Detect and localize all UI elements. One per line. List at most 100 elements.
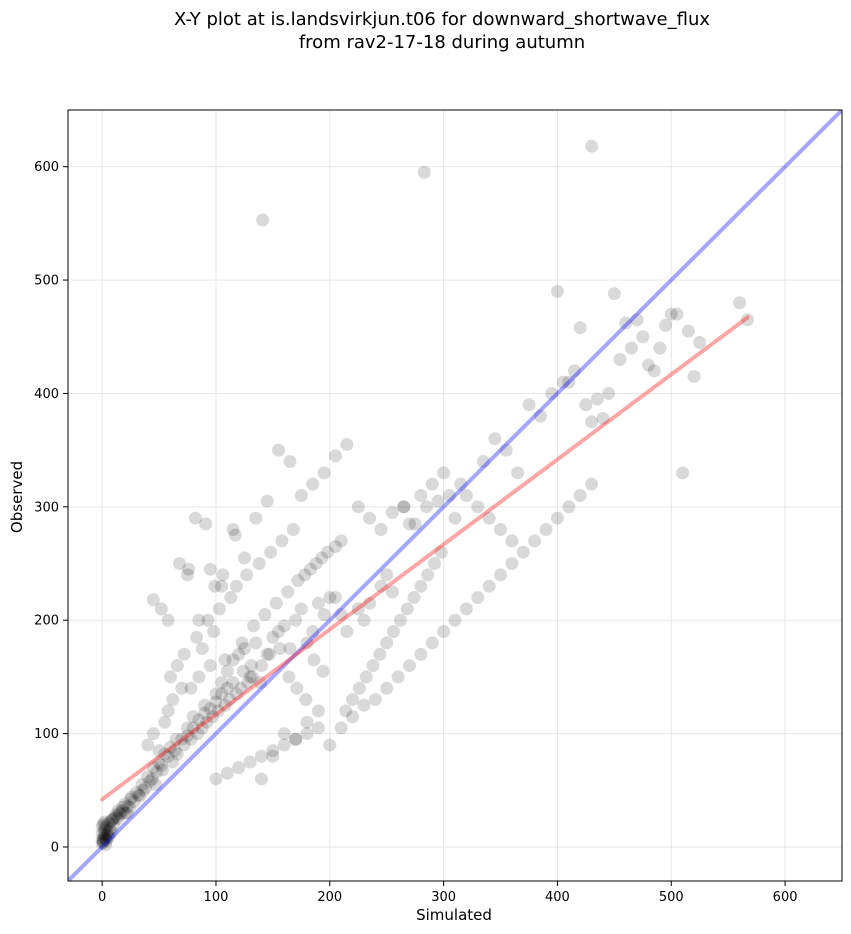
x-tick-label: 600	[773, 890, 798, 905]
scatter-point	[96, 835, 110, 849]
scatter-point	[676, 466, 690, 480]
scatter-point	[339, 704, 353, 718]
scatter-point	[505, 534, 519, 548]
scatter-point	[99, 821, 113, 835]
scatter-point	[400, 602, 414, 616]
scatter-point	[216, 568, 230, 582]
axis-ticks: 0 100 200 300 400 500 600 0 100 200 300 400 500 600	[34, 160, 797, 905]
scatter-point	[129, 786, 143, 800]
scatter-point	[562, 375, 576, 389]
scatter-point	[224, 591, 238, 605]
scatter-point	[374, 579, 388, 593]
scatter-point	[161, 704, 175, 718]
scatter-point	[95, 826, 109, 840]
scatter-point	[585, 139, 599, 153]
scatter-point	[155, 763, 169, 777]
y-tick-label: 400	[34, 387, 59, 402]
x-axis-label: Simulated	[416, 906, 492, 924]
scatter-point	[133, 789, 147, 803]
scatter-point	[96, 831, 110, 845]
scatter-point	[158, 747, 172, 761]
scatter-point	[191, 727, 205, 741]
scatter-point	[120, 806, 134, 820]
scatter-point	[249, 636, 263, 650]
scatter-point	[104, 814, 118, 828]
scatter-point	[291, 574, 305, 588]
scatter-point	[562, 500, 576, 514]
scatter-point	[334, 534, 348, 548]
chart-title: X-Y plot at is.landsvirkjun.t06 for down…	[174, 9, 710, 30]
scatter-point	[97, 815, 111, 829]
scatter-point	[218, 698, 232, 712]
x-tick-label: 100	[204, 890, 229, 905]
scatter-point	[206, 710, 220, 724]
y-tick-label: 300	[34, 500, 59, 515]
scatter-point	[96, 834, 110, 848]
scatter-point	[294, 489, 308, 502]
scatter-point	[421, 568, 435, 582]
scatter-point	[306, 477, 320, 491]
scatter-point	[111, 812, 125, 826]
scatter-point	[198, 706, 212, 720]
scatter-point	[266, 744, 280, 758]
scatter-point	[414, 489, 428, 502]
scatter-point	[277, 727, 291, 741]
scatter-point	[95, 837, 109, 851]
scatter-point	[414, 647, 428, 661]
scatter-point	[107, 817, 121, 831]
scatter-point	[505, 557, 519, 571]
scatter-point	[290, 681, 304, 695]
scatter-point	[152, 756, 166, 770]
scatter-point	[273, 642, 287, 656]
plot-area-frame	[67, 109, 843, 882]
grid	[68, 110, 842, 881]
scatter-point	[209, 695, 223, 709]
scatter-point	[289, 613, 303, 627]
scatter-point	[255, 749, 268, 763]
scatter-point	[624, 341, 638, 355]
scatter-point	[397, 500, 411, 514]
scatter-point	[229, 579, 243, 593]
scatter-point	[226, 523, 240, 537]
scatter-point	[283, 454, 297, 468]
scatter-point	[258, 608, 272, 622]
scatter-point	[181, 568, 195, 582]
scatter-point	[198, 698, 212, 712]
scatter-point	[282, 670, 296, 684]
scatter-point	[141, 738, 155, 752]
x-tick-label: 500	[659, 890, 684, 905]
x-tick-label: 300	[431, 890, 456, 905]
scatter-point	[328, 449, 342, 463]
scatter-point	[693, 335, 707, 349]
scatter-point	[482, 511, 496, 525]
scatter-point	[334, 608, 348, 622]
scatter-point	[425, 477, 439, 491]
scatter-point	[215, 676, 229, 690]
scatter-point	[630, 313, 644, 327]
scatter-point	[391, 670, 405, 684]
scatter-point	[294, 602, 308, 616]
scatter-point	[154, 758, 168, 772]
scatter-point	[256, 213, 270, 227]
scatter-point	[393, 613, 407, 627]
scatter-point	[100, 818, 114, 832]
scatter-point	[97, 831, 111, 845]
scatter-point	[211, 704, 225, 718]
scatter-point	[373, 647, 387, 661]
scatter-point	[177, 738, 191, 752]
scatter-point	[636, 330, 650, 344]
scatter-point	[97, 823, 111, 837]
scatter-point	[434, 545, 448, 559]
scatter-point	[522, 398, 536, 412]
scatter-point	[511, 466, 525, 480]
scatter-point	[109, 811, 123, 825]
scatter-point	[340, 625, 354, 639]
scatter-point	[380, 636, 394, 650]
scatter-point	[289, 732, 303, 746]
scatter-point	[132, 788, 146, 802]
scatter-points	[95, 139, 755, 852]
scatter-point	[300, 715, 314, 729]
scatter-point	[97, 828, 111, 842]
scatter-point	[182, 562, 196, 576]
scatter-point	[346, 693, 360, 707]
